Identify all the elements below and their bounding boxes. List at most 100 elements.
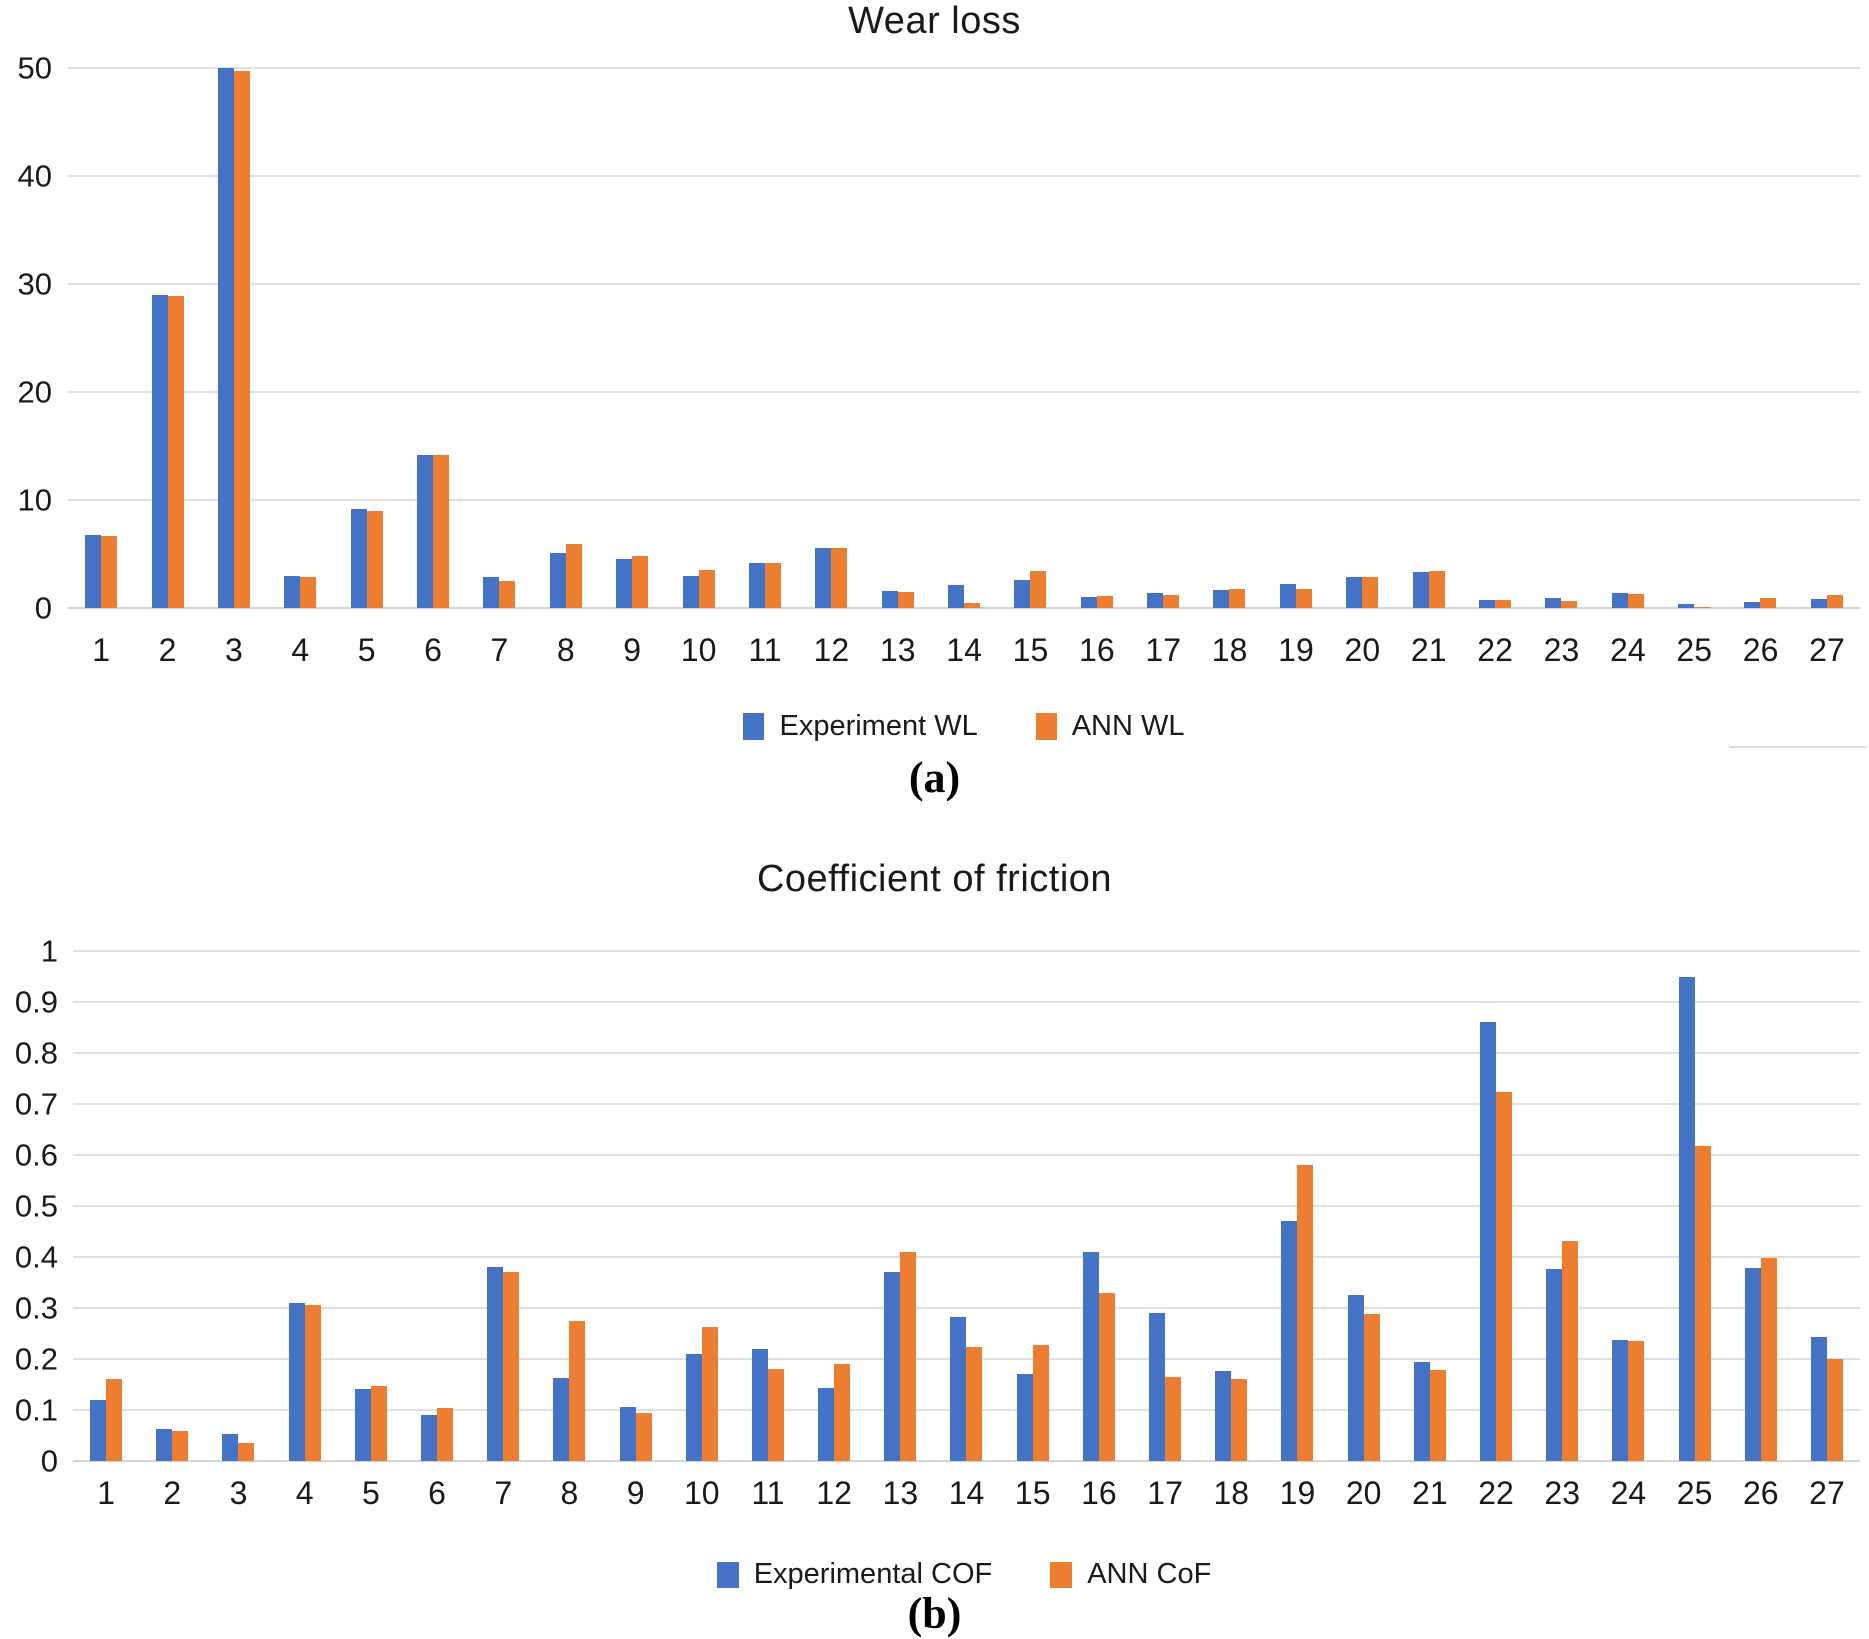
bar-group	[338, 951, 404, 1461]
x-tick-label: 12	[813, 632, 850, 668]
y-tick-label: 0.1	[14, 1392, 58, 1428]
bar-experiment-wl	[1147, 593, 1164, 608]
bar-experiment-wl	[1611, 592, 1628, 608]
bar-group	[1529, 951, 1595, 1461]
bar-ann-cof	[172, 1431, 189, 1461]
x-tick-label: 25	[1676, 1475, 1713, 1511]
x-tick-label: 2	[158, 632, 177, 668]
bar-ann-wl	[1694, 606, 1711, 608]
gridline	[68, 283, 1860, 285]
x-tick-label: 23	[1543, 632, 1580, 668]
bar-experimental-cof	[487, 1267, 504, 1461]
bar-ann-wl	[1561, 600, 1578, 608]
x-axis: 1 2 3 4 5 6 7 8 9 10 11 12 13 14 15 16 17 18 19 20 21 22 23 24 2…	[73, 1475, 1860, 1512]
bar-experimental-cof	[1612, 1339, 1629, 1461]
bar-experiment-wl	[881, 590, 898, 608]
x-tick-label: 14	[948, 1475, 985, 1511]
bar-ann-wl	[1295, 589, 1312, 608]
x-tick-label: 12	[816, 1475, 852, 1511]
bar-group	[735, 951, 801, 1461]
legend-label: ANN WL	[1071, 710, 1185, 742]
gridline	[73, 1154, 1860, 1156]
x-tick-label: 8	[556, 632, 575, 668]
x-tick-label: 5	[357, 632, 376, 668]
x-tick-label: 24	[1610, 1475, 1647, 1511]
legend: Experiment WL ANN WL	[68, 710, 1860, 743]
bar-ann-cof	[1495, 1092, 1512, 1461]
bar-experiment-wl	[284, 575, 301, 608]
bar-experimental-cof	[1281, 1221, 1298, 1461]
legend-label: Experimental COF	[753, 1558, 993, 1590]
bar-group	[1395, 68, 1461, 608]
x-tick-label: 20	[1345, 1475, 1382, 1511]
bar-group	[466, 68, 532, 608]
gridline	[73, 1205, 1860, 1207]
x-tick-label: 26	[1742, 1475, 1779, 1511]
bar-group	[599, 68, 665, 608]
bar-experimental-cof	[1082, 1251, 1099, 1461]
y-tick-label: 20	[17, 374, 52, 410]
bar-group	[139, 951, 205, 1461]
stray-gridline-artifact	[1729, 746, 1866, 748]
legend-item: Experiment WL	[743, 710, 978, 743]
x-tick-label: 19	[1278, 632, 1314, 668]
x-tick-label: 23	[1544, 1475, 1581, 1511]
x-tick-label: 15	[1014, 1475, 1051, 1511]
bar-ann-cof	[767, 1369, 784, 1461]
bar-group	[1528, 68, 1594, 608]
x-tick-label: 10	[683, 1475, 720, 1511]
bar-ann-wl	[1760, 598, 1777, 608]
bar-ann-cof	[1098, 1292, 1115, 1461]
x-tick-label: 22	[1477, 632, 1513, 668]
bar-ann-cof	[238, 1442, 255, 1461]
x-tick-label: 7	[494, 1475, 513, 1511]
x-tick-label: 24	[1610, 632, 1646, 668]
bar-group	[1728, 951, 1794, 1461]
bar-experimental-cof	[1413, 1362, 1430, 1461]
plot-area	[73, 950, 1860, 1462]
bar-ann-cof	[1165, 1376, 1182, 1461]
bar-ann-cof	[900, 1251, 917, 1461]
bar-group	[1329, 68, 1395, 608]
bar-ann-cof	[1694, 1146, 1711, 1461]
y-tick-label: 0.9	[14, 984, 58, 1020]
bar-experimental-cof	[1347, 1294, 1364, 1461]
bar-group	[669, 951, 735, 1461]
bar-group	[1794, 68, 1860, 608]
bar-experiment-wl	[151, 294, 168, 608]
bar-experiment-wl	[549, 552, 566, 608]
x-tick-label: 16	[1079, 632, 1115, 668]
bar-group	[1263, 68, 1329, 608]
gridline	[68, 499, 1860, 501]
bar-group	[867, 951, 933, 1461]
bar-experimental-cof	[1479, 1022, 1496, 1461]
bar-ann-cof	[635, 1412, 652, 1461]
y-tick-label: 10	[17, 482, 52, 518]
bar-group	[1066, 951, 1132, 1461]
bar-experiment-wl	[1279, 584, 1296, 608]
bar-experiment-wl	[1678, 603, 1695, 608]
legend-swatch-ann	[1035, 713, 1057, 740]
bar-group	[602, 951, 668, 1461]
bar-ann-wl	[1030, 571, 1047, 608]
bar-experimental-cof	[288, 1302, 305, 1461]
x-tick-label: 10	[680, 632, 717, 668]
bar-group	[470, 951, 536, 1461]
bar-ann-wl	[366, 510, 383, 608]
bar-ann-cof	[1429, 1370, 1446, 1461]
bar-experimental-cof	[1149, 1313, 1166, 1461]
chart-title: Wear loss	[848, 0, 1021, 42]
y-tick-label: 0.3	[14, 1290, 58, 1326]
x-tick-label: 27	[1809, 632, 1845, 668]
bar-experimental-cof	[1744, 1268, 1761, 1461]
x-tick-label: 13	[879, 632, 916, 668]
gridline	[73, 1052, 1860, 1054]
bar-experiment-wl	[1014, 579, 1031, 608]
bar-ann-wl	[764, 562, 781, 608]
bar-experimental-cof	[751, 1348, 768, 1461]
bar-experimental-cof	[1546, 1269, 1563, 1461]
y-tick-label: 0	[34, 590, 52, 626]
x-tick-label: 14	[946, 632, 982, 668]
plot-area	[68, 67, 1860, 609]
bar-ann-wl	[831, 547, 848, 608]
